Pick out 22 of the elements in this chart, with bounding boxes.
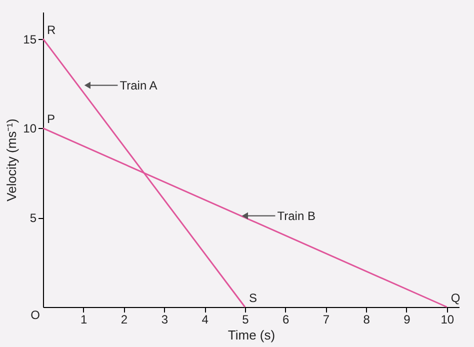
annotation: Q [450, 291, 460, 305]
x-tick-label: 8 [363, 312, 370, 326]
x-tick-label: 5 [242, 312, 250, 326]
x-tick-label: 3 [161, 312, 168, 326]
x-tick-label: 4 [202, 312, 209, 326]
annotation: R [47, 22, 56, 37]
text: O [30, 308, 40, 322]
x-axis-title: Time (s) [228, 328, 276, 342]
x-tick-label: 2 [120, 312, 128, 326]
x-tick-label: 10 [440, 312, 454, 326]
y-tick-label: 10 [23, 122, 37, 136]
annotation: Train B [277, 208, 316, 223]
y-tick-label: 5 [30, 211, 37, 226]
annotation: S [248, 291, 257, 305]
x-tick-label: 6 [282, 312, 290, 326]
annotation: Train A [120, 78, 158, 92]
y-axis-title: Velocity (ms⁻¹) [4, 118, 20, 202]
x-tick-label: 1 [80, 312, 88, 326]
y-tick-label: 15 [23, 32, 37, 46]
x-tick-label: 7 [322, 312, 330, 326]
annotation: P [47, 112, 56, 126]
x-tick-label: 9 [404, 312, 411, 326]
